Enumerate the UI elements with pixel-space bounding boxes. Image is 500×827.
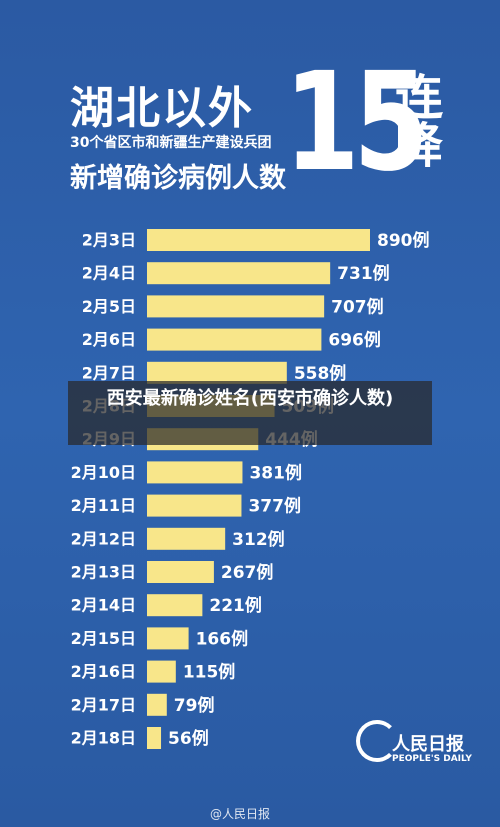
- category-label: 2月6日: [82, 330, 136, 349]
- category-label: 2月4日: [82, 264, 136, 283]
- category-label: 2月12日: [71, 529, 136, 548]
- value-label: 79例: [174, 695, 215, 716]
- bar: [147, 660, 176, 683]
- category-label: 2月10日: [71, 463, 136, 482]
- bar: [147, 494, 242, 517]
- value-label: 312例: [232, 529, 285, 550]
- headline-text: 连降: [386, 72, 442, 168]
- bar: [147, 361, 287, 384]
- chart-title: 湖北以外: [70, 83, 254, 134]
- value-label: 696例: [328, 330, 381, 351]
- bar: [147, 693, 167, 716]
- category-label: 2月5日: [82, 297, 136, 316]
- logo-english: PEOPLE'S DAILY: [392, 754, 472, 764]
- watermark: @人民日报: [210, 807, 271, 821]
- category-label: 2月18日: [71, 729, 136, 748]
- value-label: 890例: [377, 230, 430, 251]
- bar: [147, 295, 325, 318]
- value-label: 267例: [221, 562, 274, 583]
- chart-caption: 新增确诊病例人数: [70, 163, 286, 194]
- headline-number: 15: [284, 44, 429, 202]
- category-label: 2月13日: [71, 563, 136, 582]
- category-label: 2月17日: [71, 695, 136, 714]
- bar: [147, 461, 243, 484]
- chart-subtitle: 30个省区市和新疆生产建设兵团: [70, 135, 272, 151]
- value-label: 115例: [183, 662, 236, 683]
- value-label: 381例: [249, 462, 302, 483]
- bar: [147, 561, 214, 583]
- logo-name: 人民日报: [392, 734, 464, 755]
- value-label: 707例: [331, 296, 384, 317]
- category-label: 2月14日: [71, 596, 136, 615]
- category-label: 2月15日: [71, 629, 136, 648]
- bar: [147, 627, 189, 650]
- category-label: 2月11日: [71, 496, 136, 515]
- overlay-banner: 西安最新确诊姓名(西安市确诊人数): [68, 381, 432, 445]
- value-label: 221例: [209, 595, 261, 616]
- value-label: 731例: [337, 263, 390, 284]
- category-label: 2月3日: [82, 231, 136, 250]
- bar: [147, 527, 226, 550]
- bar: [147, 594, 203, 617]
- category-label: 2月16日: [71, 662, 136, 681]
- value-label: 558例: [294, 363, 347, 384]
- value-label: 56例: [168, 728, 209, 749]
- value-label: 377例: [248, 496, 301, 517]
- bar: [147, 262, 331, 285]
- logo-icon: [356, 720, 398, 762]
- category-label: 2月7日: [82, 363, 136, 382]
- bar: [147, 727, 162, 749]
- value-label: 166例: [196, 628, 249, 649]
- bar: [147, 229, 370, 251]
- bar: [147, 328, 322, 351]
